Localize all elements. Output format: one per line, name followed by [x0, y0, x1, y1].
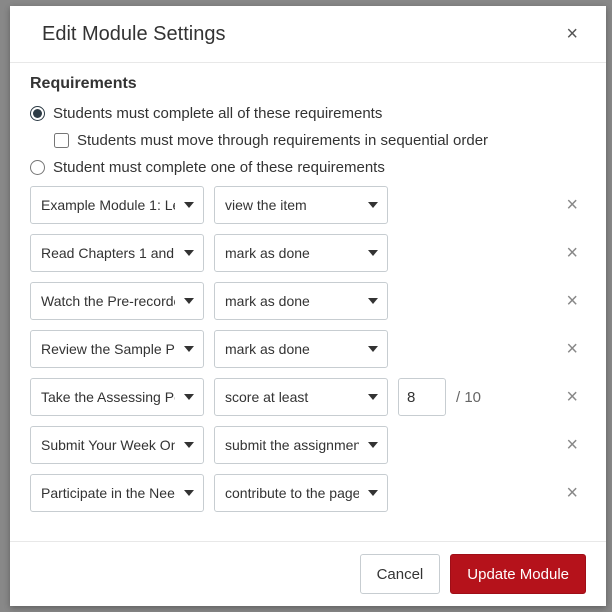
requirement-row: Take the Assessing Performance view the i… — [30, 378, 586, 416]
complete-all-radio[interactable] — [30, 106, 45, 121]
score-input[interactable] — [398, 378, 446, 416]
complete-one-radio[interactable] — [30, 160, 45, 175]
requirement-action-select[interactable]: view the itemmark as donesubmit the assi… — [214, 330, 388, 368]
remove-requirement-icon[interactable]: × — [558, 431, 586, 459]
requirement-action-select[interactable]: view the itemmark as donesubmit the assi… — [214, 234, 388, 272]
remove-requirement-icon[interactable]: × — [558, 191, 586, 219]
score-out-of: / 10 — [456, 389, 481, 406]
complete-one-radio-row[interactable]: Student must complete one of these requi… — [30, 159, 586, 176]
update-module-button[interactable]: Update Module — [450, 554, 586, 594]
requirement-row: Example Module 1: Lesson view the itemmar… — [30, 186, 586, 224]
close-icon[interactable]: × — [558, 20, 586, 48]
complete-all-label: Students must complete all of these requ… — [53, 105, 382, 122]
sequential-label: Students must move through requirements … — [77, 132, 488, 149]
requirement-row: Read Chapters 1 and 2 view the itemmark a… — [30, 234, 586, 272]
requirement-action-select[interactable]: view the itemmark as donesubmit the assi… — [214, 378, 388, 416]
requirement-row: Submit Your Week One view the itemmark as… — [30, 426, 586, 464]
sequential-checkbox[interactable] — [54, 133, 69, 148]
requirement-item-select[interactable]: Review the Sample Project — [30, 330, 204, 368]
requirement-item-select[interactable]: Example Module 1: Lesson — [30, 186, 204, 224]
requirement-row: Watch the Pre-recorded view the itemmark … — [30, 282, 586, 320]
requirement-action-select[interactable]: view the itemmark as donesubmit the assi… — [214, 186, 388, 224]
requirement-action-select[interactable]: view the itemmark as donesubmit the assi… — [214, 282, 388, 320]
requirement-item-select[interactable]: Take the Assessing Performance — [30, 378, 204, 416]
modal-footer: Cancel Update Module — [10, 541, 606, 606]
requirements-heading: Requirements — [30, 75, 586, 93]
requirement-item-select[interactable]: Read Chapters 1 and 2 — [30, 234, 204, 272]
edit-module-modal: Edit Module Settings × Requirements Stud… — [10, 6, 606, 606]
modal-body: Requirements Students must complete all … — [10, 63, 606, 530]
remove-requirement-icon[interactable]: × — [558, 287, 586, 315]
requirement-item-select[interactable]: Submit Your Week One — [30, 426, 204, 464]
cancel-button[interactable]: Cancel — [360, 554, 441, 594]
modal-body-scroll[interactable]: Requirements Students must complete all … — [10, 63, 606, 541]
remove-requirement-icon[interactable]: × — [558, 239, 586, 267]
complete-one-label: Student must complete one of these requi… — [53, 159, 385, 176]
requirement-item-select[interactable]: Participate in the Needs — [30, 474, 204, 512]
requirement-row: Participate in the Needs view the itemmar… — [30, 474, 586, 512]
remove-requirement-icon[interactable]: × — [558, 335, 586, 363]
requirements-list: Example Module 1: Lesson view the itemmar… — [30, 186, 586, 512]
sequential-checkbox-row[interactable]: Students must move through requirements … — [54, 132, 586, 149]
requirement-action-select[interactable]: view the itemmark as donesubmit the assi… — [214, 474, 388, 512]
requirement-row: Review the Sample Project view the itemma… — [30, 330, 586, 368]
remove-requirement-icon[interactable]: × — [558, 479, 586, 507]
requirement-action-select[interactable]: view the itemmark as donesubmit the assi… — [214, 426, 388, 464]
requirement-item-select[interactable]: Watch the Pre-recorded — [30, 282, 204, 320]
modal-title: Edit Module Settings — [42, 23, 225, 46]
complete-all-radio-row[interactable]: Students must complete all of these requ… — [30, 105, 586, 122]
modal-header: Edit Module Settings × — [10, 6, 606, 63]
remove-requirement-icon[interactable]: × — [558, 383, 586, 411]
